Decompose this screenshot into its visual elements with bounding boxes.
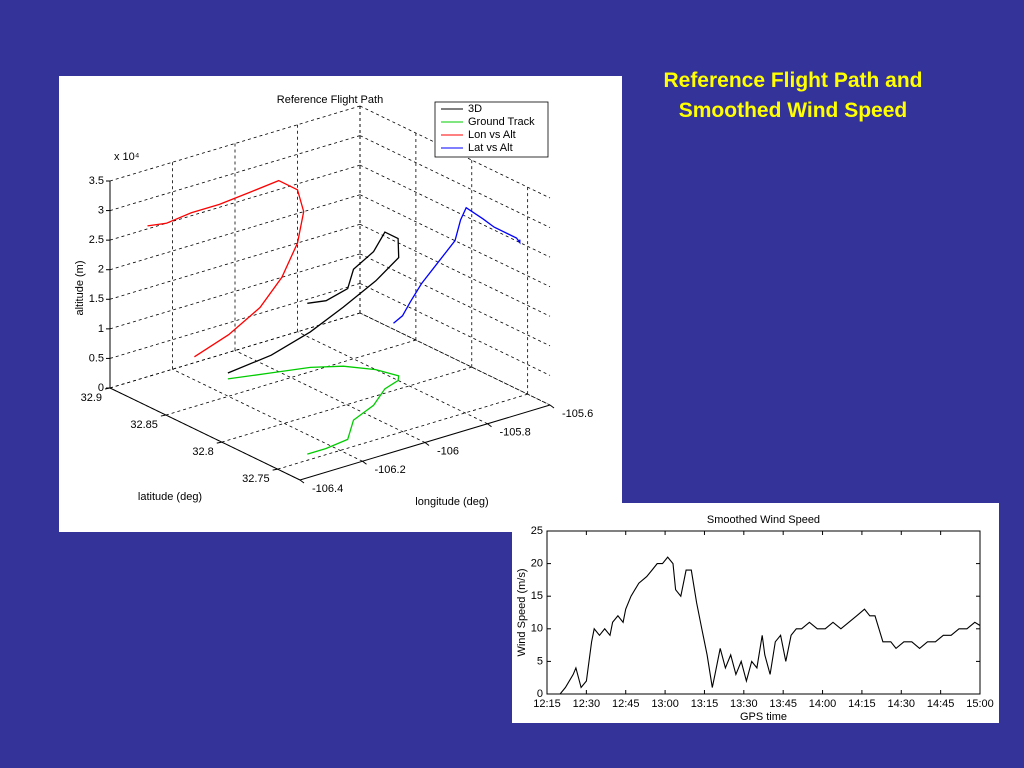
z-tick-label: 2.5: [89, 234, 104, 246]
x-tick-label: 14:30: [888, 698, 916, 710]
tick-mark: [424, 442, 430, 446]
tick-mark: [362, 460, 367, 465]
grid-line: [359, 223, 551, 317]
tick-mark: [160, 414, 166, 417]
grid-line: [221, 366, 472, 443]
y-axis-label: Wind Speed (m/s): [516, 568, 528, 656]
grid-line: [359, 312, 551, 406]
grid-line: [165, 339, 416, 416]
grid-line: [109, 164, 361, 241]
x-tick-label: 15:00: [966, 698, 994, 710]
x-tick-label: 12:45: [612, 698, 640, 710]
x-tick-label: 12:15: [533, 698, 561, 710]
tick-mark: [216, 441, 222, 444]
z-tick-label: 1.5: [89, 293, 104, 305]
z-tick-label: 0: [98, 382, 104, 394]
x-tick-label: -106.4: [312, 483, 343, 495]
grid-line: [109, 223, 361, 300]
x-tick-label: 12:30: [573, 698, 601, 710]
legend-label: Ground Track: [468, 116, 535, 128]
grid-line: [297, 331, 488, 425]
z-tick-label: 0.5: [89, 352, 104, 364]
grid-line: [109, 253, 361, 330]
x-tick-label: -106.2: [375, 464, 406, 476]
y-tick-label: 32.9: [81, 392, 102, 404]
chart-panel: [512, 503, 999, 723]
z-tick-label: 1: [98, 323, 104, 335]
x-tick-label: 14:15: [848, 698, 876, 710]
x-tick-label: 14:00: [809, 698, 837, 710]
tick-mark: [272, 468, 278, 471]
grid-line: [359, 135, 551, 228]
y-tick-label: 5: [537, 655, 543, 667]
z-multiplier: x 10⁴: [114, 151, 140, 163]
y-axis-label: latitude (deg): [138, 491, 202, 503]
tick-mark: [299, 479, 305, 484]
grid-line: [359, 312, 551, 406]
series-line: [227, 231, 400, 374]
y-tick-label: 15: [531, 590, 543, 602]
z-tick-label: 3: [98, 204, 104, 216]
y-tick-label: 32.8: [192, 446, 213, 458]
series-line: [393, 206, 521, 324]
grid-line: [109, 135, 361, 211]
grid-line: [234, 350, 426, 443]
y-tick-label: 20: [531, 558, 543, 570]
x-tick-label: 13:15: [691, 698, 719, 710]
grid-line: [359, 283, 551, 376]
x-axis-label: longitude (deg): [415, 496, 488, 508]
y-tick-label: 10: [531, 623, 543, 635]
grid-line: [359, 253, 551, 347]
plot-frame: [546, 530, 981, 695]
x-tick-label: -105.8: [500, 427, 531, 439]
tick-mark: [487, 423, 492, 428]
axis-line: [109, 387, 301, 481]
z-axis-label: altitude (m): [74, 260, 86, 315]
grid-line: [109, 283, 361, 359]
grid-line: [172, 368, 363, 462]
x-tick-label: -106: [437, 445, 459, 457]
series-line: [227, 365, 400, 455]
series-line: [147, 179, 305, 358]
y-tick-label: 32.75: [242, 473, 270, 485]
legend-label: Lon vs Alt: [468, 129, 516, 141]
chart-title: Smoothed Wind Speed: [707, 514, 820, 526]
x-tick-label: 13:45: [769, 698, 797, 710]
z-tick-label: 2: [98, 264, 104, 276]
legend-label: 3D: [468, 103, 482, 115]
z-tick-label: 3.5: [89, 175, 104, 187]
x-tick-label: 14:45: [927, 698, 955, 710]
grid-line: [359, 105, 551, 199]
y-tick-label: 0: [537, 688, 543, 700]
grid-line: [109, 194, 361, 271]
x-tick-label: 13:30: [730, 698, 758, 710]
x-tick-label: 13:00: [651, 698, 679, 710]
y-tick-label: 25: [531, 525, 543, 537]
chart-title: Reference Flight Path: [277, 94, 383, 106]
y-tick-label: 32.85: [130, 419, 158, 431]
legend-label: Lat vs Alt: [468, 142, 513, 154]
x-tick-label: -105.6: [562, 408, 593, 420]
grid-line: [359, 194, 551, 288]
grid-line: [359, 164, 551, 258]
slide-title: Reference Flight Path and Smoothed Wind …: [663, 69, 923, 122]
grid-line: [277, 393, 528, 470]
grid-line: [109, 105, 361, 182]
tick-mark: [549, 404, 555, 409]
x-axis-label: GPS time: [740, 711, 787, 723]
series-line: [547, 556, 981, 695]
